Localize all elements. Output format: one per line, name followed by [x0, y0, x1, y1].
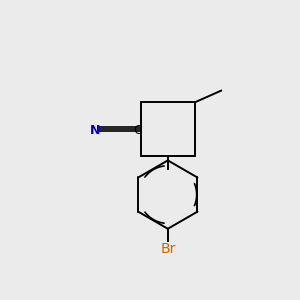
Text: C: C: [134, 124, 142, 137]
Text: Br: Br: [160, 242, 176, 256]
Text: N: N: [90, 124, 100, 137]
